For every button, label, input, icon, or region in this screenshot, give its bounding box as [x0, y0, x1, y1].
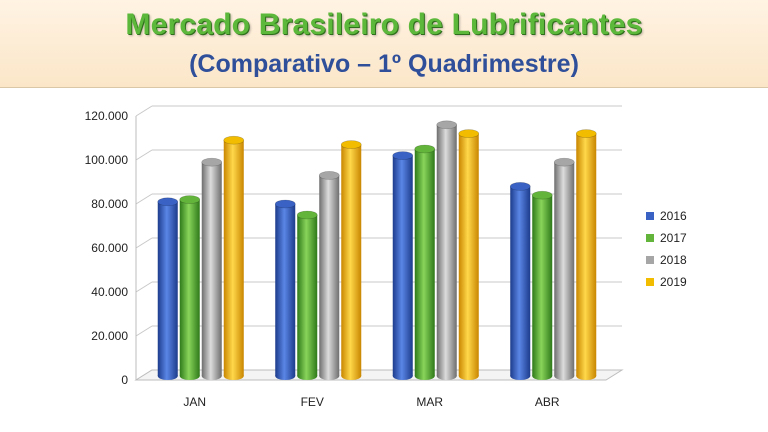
y-tick-label: 120.000 [85, 109, 129, 123]
bar-body [319, 175, 340, 376]
bar-cap [274, 199, 296, 209]
gridline-side [135, 105, 153, 117]
y-tick-label: 80.000 [91, 197, 128, 211]
bar-mar-2016 [392, 151, 414, 380]
bar-cap [157, 197, 179, 207]
bar-body [179, 199, 200, 376]
legend-label-2019: 2019 [660, 275, 687, 289]
gridline-side [135, 149, 153, 161]
bar-body [554, 162, 575, 376]
x-tick-label: JAN [183, 395, 206, 409]
legend-swatch-2018 [646, 256, 654, 264]
bar-body [392, 155, 413, 376]
bar-mar-2018 [436, 120, 458, 380]
bar-abr-2018 [553, 157, 575, 380]
bar-base [341, 372, 362, 380]
page-title: Mercado Brasileiro de Lubrificantes [125, 8, 643, 41]
bar-fev-2016 [274, 199, 296, 380]
y-tick-label: 0 [121, 373, 128, 387]
bar-base [576, 372, 597, 380]
legend-swatch-2017 [646, 234, 654, 242]
y-tick-label: 40.000 [91, 285, 128, 299]
bar-base [201, 372, 222, 380]
bar-mar-2017 [414, 144, 436, 380]
bar-base [392, 372, 413, 380]
bar-fev-2019 [340, 140, 362, 380]
bar-base [414, 372, 435, 380]
gridline-side [135, 281, 153, 293]
bar-base [297, 372, 318, 380]
bar-abr-2019 [575, 129, 597, 380]
bar-cap [458, 129, 480, 138]
y-tick-label: 100.000 [85, 153, 129, 167]
x-tick-label: ABR [535, 395, 560, 409]
header-banner: Mercado Brasileiro de Lubrificantes (Com… [0, 0, 768, 88]
bar-jan-2017 [179, 195, 201, 380]
bar-base [532, 372, 553, 380]
bar-base [319, 372, 340, 380]
bar-body [576, 133, 597, 376]
bar-base [458, 372, 479, 380]
axes: 0 20.000 40.000 60.000 80.000 100.000 120.000 J… [85, 109, 560, 409]
gridline-side [135, 237, 153, 249]
bar-body [510, 186, 531, 376]
bar-chart: 0 20.000 40.000 60.000 80.000 100.000 120.000 J… [85, 105, 687, 409]
bar-cap [509, 182, 531, 191]
bar-base [554, 372, 575, 380]
bar-body [297, 215, 318, 376]
bar-body [436, 124, 457, 376]
bar-base [436, 372, 457, 380]
bar-abr-2017 [531, 190, 553, 380]
bar-body [223, 140, 244, 376]
bar-cap [201, 157, 223, 167]
legend-label-2016: 2016 [660, 209, 687, 223]
bar-fev-2018 [318, 171, 340, 380]
legend-swatch-2016 [646, 212, 654, 220]
bar-base [275, 372, 296, 380]
x-tick-label: FEV [301, 395, 324, 409]
bar-body [275, 204, 296, 376]
page-subtitle: (Comparativo – 1º Quadrimestre) [189, 50, 579, 78]
chart-floor [134, 369, 624, 381]
bar-body [414, 149, 435, 376]
bar-cap [340, 140, 362, 149]
bar-mar-2019 [458, 129, 480, 380]
bar-cap [414, 144, 436, 154]
bar-cap [531, 190, 553, 200]
bar-jan-2016 [157, 197, 179, 380]
gridline-side [135, 325, 153, 337]
bar-cap [179, 195, 201, 204]
bar-base [223, 372, 244, 380]
bar-cap [553, 157, 575, 167]
bar-cap [436, 120, 458, 130]
bar-cap [575, 129, 597, 138]
legend-label-2017: 2017 [660, 231, 687, 245]
legend-swatch-2019 [646, 278, 654, 286]
bar-body [157, 201, 178, 376]
bar-body [532, 195, 553, 376]
legend: 2016 2017 2018 2019 [646, 209, 687, 289]
bar-jan-2018 [201, 157, 223, 380]
bar-cap [296, 210, 318, 220]
bar-body [341, 144, 362, 376]
y-tick-label: 20.000 [91, 329, 128, 343]
bar-base [157, 372, 178, 380]
bar-cap [318, 171, 340, 180]
x-tick-label: MAR [416, 395, 443, 409]
bars [157, 120, 597, 380]
bar-cap [392, 151, 414, 160]
legend-label-2018: 2018 [660, 253, 687, 267]
bar-cap [223, 135, 245, 145]
bar-body [201, 162, 222, 376]
bar-abr-2016 [509, 182, 531, 380]
bar-body [458, 133, 479, 376]
gridline-side [135, 193, 153, 205]
bar-fev-2017 [296, 210, 318, 380]
bar-jan-2019 [223, 135, 245, 380]
bar-base [179, 372, 200, 380]
y-tick-label: 60.000 [91, 241, 128, 255]
bar-base [510, 372, 531, 380]
